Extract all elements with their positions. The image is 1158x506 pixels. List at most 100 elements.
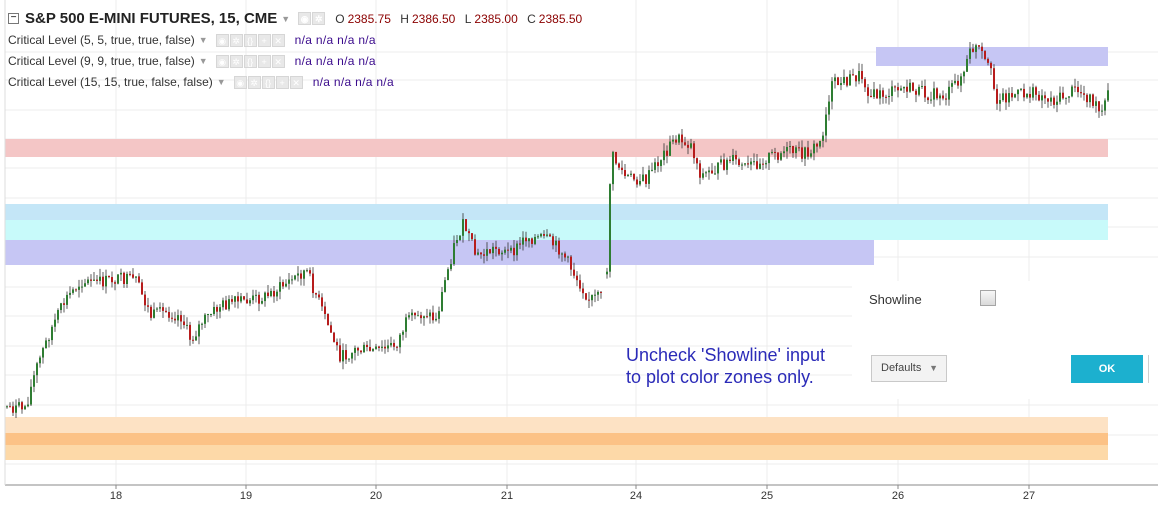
candle-body bbox=[504, 249, 506, 253]
candle-body bbox=[810, 153, 812, 157]
source-icon[interactable]: {} bbox=[243, 54, 257, 68]
candle-body bbox=[729, 159, 731, 161]
indicator-legend-2: Critical Level (9, 9, true, true, false)… bbox=[8, 54, 376, 68]
chevron-down-icon[interactable]: ▼ bbox=[198, 35, 208, 45]
zone-light-orange bbox=[5, 417, 1108, 433]
candle-body bbox=[969, 48, 971, 59]
candle-body bbox=[312, 273, 314, 294]
candle-body bbox=[144, 294, 146, 306]
eye-icon[interactable]: ◉ bbox=[298, 12, 312, 25]
candle-body bbox=[939, 95, 941, 99]
symbol-legend: − S&P 500 E-MINI FUTURES, 15, CME ▼ ◉ ✲ … bbox=[8, 10, 588, 27]
candle-body bbox=[300, 273, 302, 279]
plus-icon[interactable]: + bbox=[257, 54, 271, 68]
candle-body bbox=[561, 253, 563, 255]
indicator-label[interactable]: Critical Level (9, 9, true, true, false) bbox=[8, 54, 195, 68]
gear-icon[interactable]: ✲ bbox=[247, 75, 261, 89]
close-icon[interactable]: ✕ bbox=[289, 75, 303, 89]
candle-body bbox=[879, 90, 881, 99]
collapse-icon[interactable]: − bbox=[8, 13, 19, 24]
candle-body bbox=[906, 86, 908, 92]
candle-body bbox=[774, 151, 776, 153]
chevron-down-icon[interactable]: ▼ bbox=[198, 56, 208, 66]
indicator-values: n/a n/a n/a n/a bbox=[294, 33, 376, 47]
gear-icon[interactable]: ✲ bbox=[229, 33, 243, 47]
candle-body bbox=[132, 274, 134, 278]
candle-body bbox=[1023, 88, 1025, 98]
candle-body bbox=[291, 279, 293, 281]
candle-body bbox=[414, 312, 416, 316]
candle-body bbox=[93, 279, 95, 281]
ohlc-close-value: 2385.50 bbox=[538, 11, 583, 26]
eye-icon[interactable]: ◉ bbox=[215, 33, 229, 47]
chevron-down-icon[interactable]: ▼ bbox=[281, 13, 291, 24]
candle-body bbox=[174, 318, 176, 321]
indicator-label[interactable]: Critical Level (15, 15, true, false, fal… bbox=[8, 75, 213, 89]
candle-body bbox=[984, 51, 986, 59]
chevron-down-icon[interactable]: ▼ bbox=[216, 77, 226, 87]
close-icon[interactable]: ✕ bbox=[271, 54, 285, 68]
candle-body bbox=[489, 249, 491, 254]
candle-body bbox=[111, 277, 113, 283]
candle-body bbox=[225, 300, 227, 310]
candle-body bbox=[888, 95, 890, 98]
candle-body bbox=[1101, 110, 1103, 112]
candle-body bbox=[90, 279, 92, 281]
candle-body bbox=[537, 236, 539, 238]
candle-body bbox=[642, 174, 644, 182]
candle-body bbox=[147, 305, 149, 307]
candle-body bbox=[351, 352, 353, 359]
candle-body bbox=[426, 316, 428, 318]
candle-body bbox=[501, 252, 503, 255]
candle-body bbox=[453, 243, 455, 265]
candle-body bbox=[573, 269, 575, 276]
candle-body bbox=[750, 161, 752, 165]
candle-body bbox=[534, 237, 536, 244]
candle-body bbox=[516, 243, 518, 256]
candle-body bbox=[705, 172, 707, 174]
defaults-dropdown[interactable]: Defaults ▼ bbox=[871, 355, 947, 382]
ok-button[interactable]: OK bbox=[1071, 355, 1143, 383]
candle-body bbox=[684, 142, 686, 145]
gear-icon[interactable]: ✲ bbox=[312, 12, 326, 25]
candle-body bbox=[303, 270, 305, 279]
candle-body bbox=[21, 402, 23, 410]
candle-body bbox=[81, 286, 83, 288]
candle-body bbox=[885, 96, 887, 98]
eye-icon[interactable]: ◉ bbox=[233, 75, 247, 89]
candle-body bbox=[198, 324, 200, 337]
showline-checkbox[interactable] bbox=[980, 290, 996, 306]
candle-body bbox=[918, 86, 920, 95]
close-icon[interactable]: ✕ bbox=[271, 33, 285, 47]
candle-body bbox=[1065, 97, 1067, 99]
plus-icon[interactable]: + bbox=[257, 33, 271, 47]
candle-body bbox=[231, 299, 233, 302]
candle-body bbox=[717, 162, 719, 174]
candle-body bbox=[903, 86, 905, 89]
candle-body bbox=[171, 317, 173, 319]
ohlc-open-value: 2385.75 bbox=[347, 11, 391, 26]
candle-body bbox=[63, 303, 65, 305]
candle-body bbox=[777, 152, 779, 160]
candle-body bbox=[651, 169, 653, 171]
candle-body bbox=[204, 314, 206, 324]
symbol-title: S&P 500 E-MINI FUTURES, 15, CME bbox=[25, 10, 278, 27]
gear-icon[interactable]: ✲ bbox=[229, 54, 243, 68]
candle-body bbox=[1050, 97, 1052, 102]
candle-body bbox=[525, 237, 527, 242]
source-icon[interactable]: {} bbox=[261, 75, 275, 89]
source-icon[interactable]: {} bbox=[243, 33, 257, 47]
candle-body bbox=[246, 299, 248, 304]
candle-body bbox=[267, 292, 269, 297]
candle-body bbox=[450, 264, 452, 270]
candle-body bbox=[696, 158, 698, 164]
candle-body bbox=[138, 276, 140, 283]
cancel-button-edge[interactable] bbox=[1148, 355, 1149, 383]
indicator-label[interactable]: Critical Level (5, 5, true, true, false) bbox=[8, 33, 195, 47]
candle-body bbox=[423, 316, 425, 319]
eye-icon[interactable]: ◉ bbox=[215, 54, 229, 68]
plus-icon[interactable]: + bbox=[275, 75, 289, 89]
x-tick-label: 24 bbox=[629, 490, 643, 502]
x-tick-label: 27 bbox=[1022, 490, 1036, 502]
